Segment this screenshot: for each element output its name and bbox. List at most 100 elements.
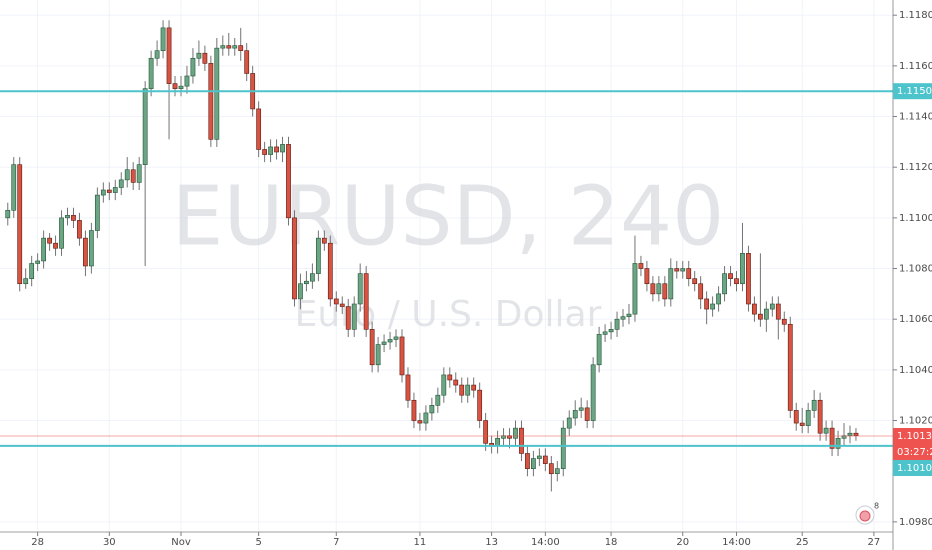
candle-body — [680, 268, 686, 272]
price-line-label: 1.11500 — [897, 86, 932, 97]
y-tick-label: 1.11200 — [899, 162, 932, 173]
candle-body — [417, 420, 423, 424]
price-line-label: 1.10100 — [897, 463, 932, 474]
candle-body — [59, 217, 64, 249]
alert-badge: 8 — [874, 502, 879, 511]
x-tick-label: 27 — [868, 537, 881, 548]
candle-body — [602, 331, 608, 335]
candle-body — [572, 410, 578, 419]
candle-body — [11, 164, 17, 211]
candle-body — [256, 108, 262, 150]
candle-body — [178, 85, 184, 89]
candle-body — [315, 237, 321, 274]
candle-body — [614, 318, 620, 330]
y-tick-label: 1.10800 — [899, 264, 932, 275]
x-tick-label: 14:00 — [722, 537, 751, 548]
candle-body — [560, 427, 566, 469]
candle-body — [531, 458, 536, 469]
candle-body — [226, 45, 232, 49]
candle-body — [692, 278, 698, 285]
candle-body — [799, 422, 805, 426]
candle-body — [47, 237, 52, 244]
candle-body — [722, 273, 727, 295]
x-tick-label: 28 — [31, 537, 44, 548]
candle-body — [321, 237, 327, 244]
candle-body — [17, 164, 23, 285]
candle-body — [357, 273, 363, 305]
candle-body — [136, 164, 142, 183]
candle-body — [447, 374, 453, 381]
candle-body — [471, 384, 477, 391]
y-tick-label: 1.11000 — [899, 213, 932, 224]
candle-body — [835, 437, 841, 449]
candle-body — [196, 52, 202, 59]
x-tick-label: 30 — [103, 537, 116, 548]
candle-body — [453, 379, 459, 386]
candle-body — [728, 273, 733, 279]
candle-body — [513, 427, 518, 439]
candle-body — [548, 463, 554, 475]
candle-body — [656, 283, 662, 295]
candle-body — [220, 45, 226, 49]
candle-body — [310, 273, 315, 282]
candle-body — [214, 47, 220, 140]
y-tick-label: 1.10400 — [899, 365, 932, 376]
alert-icon[interactable]: 8 — [855, 502, 879, 525]
candle-body — [781, 318, 787, 325]
candle-body — [333, 298, 339, 305]
y-tick-label: 1.11600 — [899, 61, 932, 72]
y-tick-label: 1.11800 — [899, 10, 932, 21]
candle-body — [829, 427, 835, 449]
candle-body — [83, 237, 88, 267]
candle-body — [787, 323, 793, 411]
candle-body — [148, 57, 154, 89]
candle-body — [23, 278, 29, 285]
candle-body — [817, 399, 823, 434]
x-tick-label: 11 — [414, 537, 427, 548]
candle-body — [423, 412, 429, 424]
candle-body — [429, 405, 435, 414]
candle-body — [734, 278, 739, 285]
candle-body — [710, 303, 715, 310]
candle-body — [668, 268, 674, 300]
candle-body — [369, 329, 375, 366]
last-price-box — [893, 427, 932, 460]
candle-body — [238, 45, 244, 51]
candle-body — [775, 303, 781, 320]
candle-body — [752, 303, 757, 315]
y-tick-label: 1.10600 — [899, 314, 932, 325]
countdown-label: 03:27:22 — [897, 447, 932, 458]
candle-body — [208, 63, 214, 140]
x-tick-label: Nov — [171, 537, 191, 548]
candle-body — [542, 455, 548, 464]
candle-body — [106, 189, 112, 193]
candle-body — [166, 27, 172, 84]
candle-body — [853, 432, 859, 437]
candle-body — [304, 280, 309, 285]
candle-body — [536, 455, 542, 459]
candle-body — [626, 313, 632, 317]
x-tick-label: 25 — [796, 537, 809, 548]
candle-body — [375, 344, 381, 366]
candle-body — [399, 336, 405, 376]
candle-body — [124, 169, 130, 181]
candle-body — [345, 306, 351, 330]
candle-body — [363, 273, 369, 330]
candle-body — [740, 253, 745, 285]
candle-body — [769, 303, 775, 310]
candle-body — [172, 83, 178, 89]
candle-body — [811, 399, 817, 411]
candle-body — [298, 283, 303, 300]
x-tick-label: 13 — [485, 537, 498, 548]
candle-body — [339, 303, 345, 307]
candle-body — [584, 407, 590, 421]
candle-body — [662, 283, 668, 300]
candle-body — [65, 215, 70, 219]
candle-body — [94, 194, 100, 231]
candle-body — [746, 253, 751, 305]
candle-body — [483, 420, 489, 444]
candle-body — [387, 339, 393, 343]
candle-body — [77, 220, 82, 239]
x-tick-label: 5 — [255, 537, 261, 548]
